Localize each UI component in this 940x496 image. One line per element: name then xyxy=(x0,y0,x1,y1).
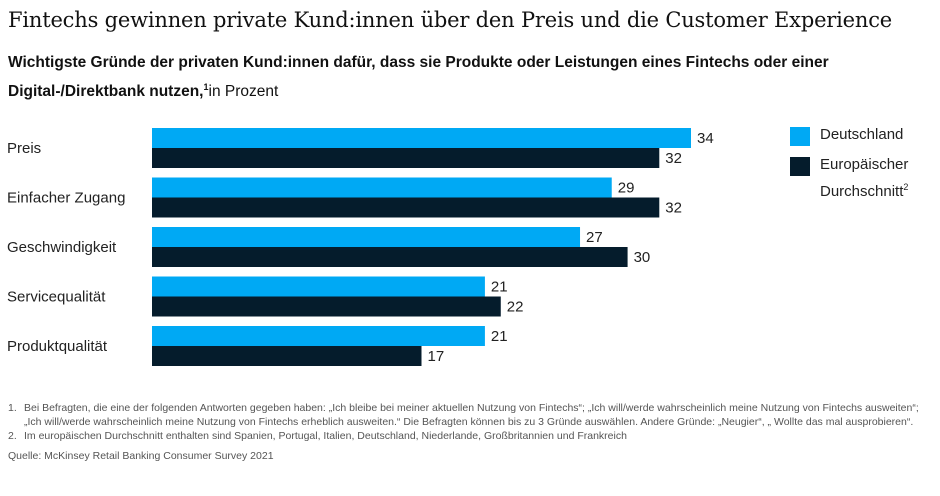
footnote-1: 1. Bei Befragten, die eine der folgenden … xyxy=(8,401,928,429)
data-label: 21 xyxy=(491,279,508,296)
data-label: 32 xyxy=(665,200,682,217)
footnotes: 1. Bei Befragten, die eine der folgenden … xyxy=(8,401,928,463)
subtitle-main: Wichtigste Gründe der privaten Kund:inne… xyxy=(8,54,829,101)
legend-label: Europäischer Durchschnitt xyxy=(820,156,909,200)
legend-item-europa: Europäischer Durchschnitt2 xyxy=(790,156,920,203)
bar-deutschland xyxy=(152,276,485,297)
data-label: 21 xyxy=(491,328,508,345)
subtitle-unit: in Prozent xyxy=(208,83,279,101)
legend-item-deutschland: Deutschland xyxy=(790,126,920,146)
category-label: Servicequalität xyxy=(7,289,106,306)
data-label: 29 xyxy=(618,180,635,197)
bar-europa xyxy=(152,148,660,168)
legend-swatch-deutschland xyxy=(790,127,810,146)
bar-chart: Preis 34 32 Einfacher Zugang 29 32 Geschwindig… xyxy=(7,128,714,366)
data-label: 34 xyxy=(697,130,714,147)
footnote-number: 2. xyxy=(8,430,17,442)
category-label: Preis xyxy=(7,140,41,157)
bar-deutschland xyxy=(152,326,485,346)
bar-europa xyxy=(152,247,628,267)
bar-europa xyxy=(152,346,422,366)
legend-label: Deutschland xyxy=(820,126,904,143)
footnote-number: 1. xyxy=(8,402,17,414)
legend-swatch-europa xyxy=(790,157,810,176)
data-label: 17 xyxy=(428,348,445,365)
category-label: Geschwindigkeit xyxy=(7,239,117,256)
bar-europa xyxy=(152,197,660,218)
bar-europa xyxy=(152,296,501,317)
chart-subtitle: Wichtigste Gründe der privaten Kund:inne… xyxy=(8,50,928,104)
data-label: 22 xyxy=(507,299,524,316)
source: Quelle: McKinsey Retail Banking Consumer… xyxy=(8,450,274,462)
footnote-text: Im europäischen Durchschnitt enthalten s… xyxy=(24,430,627,442)
bar-deutschland xyxy=(152,227,581,247)
data-label: 30 xyxy=(634,249,651,266)
category-label: Produktqualität xyxy=(7,338,108,355)
legend-footnote-ref: 2 xyxy=(903,182,909,192)
legend: Deutschland Europäischer Durchschnitt2 xyxy=(790,126,920,213)
chart-title: Fintechs gewinnen private Kund:innen übe… xyxy=(8,8,892,32)
data-label: 32 xyxy=(665,150,682,167)
footnote-text: Bei Befragten, die eine der folgenden An… xyxy=(24,402,919,428)
bar-deutschland xyxy=(152,128,691,148)
data-label: 27 xyxy=(586,229,603,246)
subtitle-footnote-ref: 1 xyxy=(203,82,209,92)
category-label: Einfacher Zugang xyxy=(7,190,125,207)
bar-deutschland xyxy=(152,177,612,198)
footnote-2: 2. Im europäischen Durchschnitt enthalten… xyxy=(8,429,928,443)
